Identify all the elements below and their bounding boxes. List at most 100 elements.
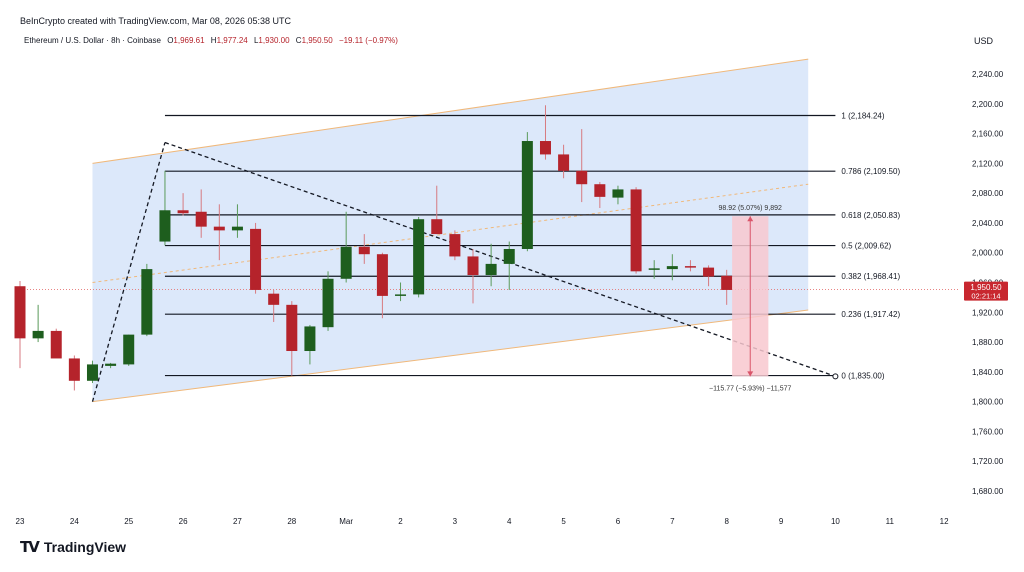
candle [558, 144, 570, 179]
x-tick-label: 2 [398, 517, 403, 526]
candle-body [648, 268, 660, 270]
candle-body [50, 330, 62, 359]
x-tick-label: 24 [70, 517, 79, 526]
candle [612, 185, 624, 205]
candle [14, 281, 26, 369]
candle [231, 204, 243, 238]
candle-body [503, 248, 515, 264]
candle [485, 243, 497, 287]
y-tick-label: 1,840.00 [972, 368, 1004, 377]
x-tick-label: 27 [233, 517, 242, 526]
candle-body [449, 234, 461, 257]
candle-body [286, 304, 298, 352]
x-tick-label: 5 [561, 517, 566, 526]
candle-body [630, 189, 642, 272]
candle-body [231, 226, 243, 231]
candle-body [340, 246, 352, 279]
measure-down-arrowhead [747, 371, 754, 377]
candle [666, 254, 678, 281]
last-price-countdown: 02:21:14 [971, 292, 1000, 301]
candle [467, 248, 479, 304]
candle [195, 189, 207, 238]
close-value: 1,950.50 [302, 36, 334, 45]
candle [105, 362, 117, 369]
x-tick-label: 6 [616, 517, 621, 526]
trend-line-0 [91, 142, 166, 402]
candle [32, 304, 44, 343]
candle [539, 105, 551, 160]
channel-mid-line [92, 183, 809, 283]
candle-body [558, 154, 570, 171]
candle-body [213, 226, 225, 231]
x-tick-label: 12 [940, 517, 949, 526]
candle [213, 204, 225, 261]
x-tick-label: 23 [16, 517, 25, 526]
y-tick-label: 1,880.00 [972, 338, 1004, 347]
candle-body [594, 184, 606, 197]
currency-label: USD [974, 36, 994, 46]
trend-line-1 [164, 141, 836, 377]
candle-body [485, 263, 497, 276]
candle-body [159, 210, 171, 242]
candle [413, 216, 425, 298]
candle [123, 334, 135, 366]
candle [322, 271, 334, 331]
y-tick-label: 2,240.00 [972, 70, 1004, 79]
y-tick-label: 1,800.00 [972, 398, 1004, 407]
candle-body [250, 228, 262, 290]
channel-upper-line [92, 58, 809, 164]
y-tick-label: 1,920.00 [972, 308, 1004, 317]
candle-body [14, 286, 26, 339]
candle [449, 230, 461, 261]
measure-up-label: 98.92 (5.07%) 9,892 [719, 205, 783, 212]
x-tick-label: 9 [779, 517, 784, 526]
candle-body [521, 141, 533, 249]
y-tick-label: 1,760.00 [972, 427, 1004, 436]
candle [177, 193, 189, 216]
candle [304, 324, 316, 365]
candle [684, 260, 696, 272]
candle [286, 301, 298, 376]
candle [50, 328, 62, 359]
open-value: 1,969.61 [173, 36, 205, 45]
y-tick-label: 2,120.00 [972, 159, 1004, 168]
candle [376, 252, 388, 319]
y-tick-label: 2,160.00 [972, 130, 1004, 139]
candle-body [612, 189, 624, 198]
last-price-badge [964, 281, 1008, 301]
y-tick-label: 2,000.00 [972, 249, 1004, 258]
candle-body [431, 219, 443, 235]
candle [68, 355, 80, 391]
candle-body [358, 246, 370, 255]
tradingview-logo[interactable]: TV TradingView [20, 538, 126, 556]
candle-body [123, 334, 135, 365]
y-tick-label: 2,040.00 [972, 219, 1004, 228]
candle [395, 282, 407, 302]
measure-down-label: −115.77 (−5.93%) −11,577 [709, 385, 792, 392]
fib-label-0.618: 0.618 (2,050.83) [841, 211, 900, 220]
candle [503, 241, 515, 290]
last-price-value: 1,950.50 [970, 283, 1002, 292]
candle [358, 234, 370, 264]
candle-body [177, 210, 189, 214]
tradingview-logo-text: TradingView [43, 539, 127, 555]
candle [250, 222, 262, 294]
x-tick-label: 28 [287, 517, 296, 526]
candle-body [268, 293, 280, 305]
candle-body [32, 330, 44, 339]
candle [86, 360, 98, 384]
x-tick-label: 11 [886, 517, 895, 526]
trend-end-point [832, 373, 839, 380]
x-tick-label: 8 [724, 517, 729, 526]
open-label: O [167, 36, 173, 45]
fib-label-0.382: 0.382 (1,968.41) [841, 272, 900, 281]
low-label: L [254, 36, 259, 45]
candle [648, 260, 660, 279]
candle-body [684, 266, 696, 268]
candle-body [86, 364, 98, 381]
close-label: C [296, 36, 302, 45]
candle [630, 187, 642, 274]
y-tick-label: 1,720.00 [972, 457, 1004, 466]
candle-body [105, 363, 117, 366]
